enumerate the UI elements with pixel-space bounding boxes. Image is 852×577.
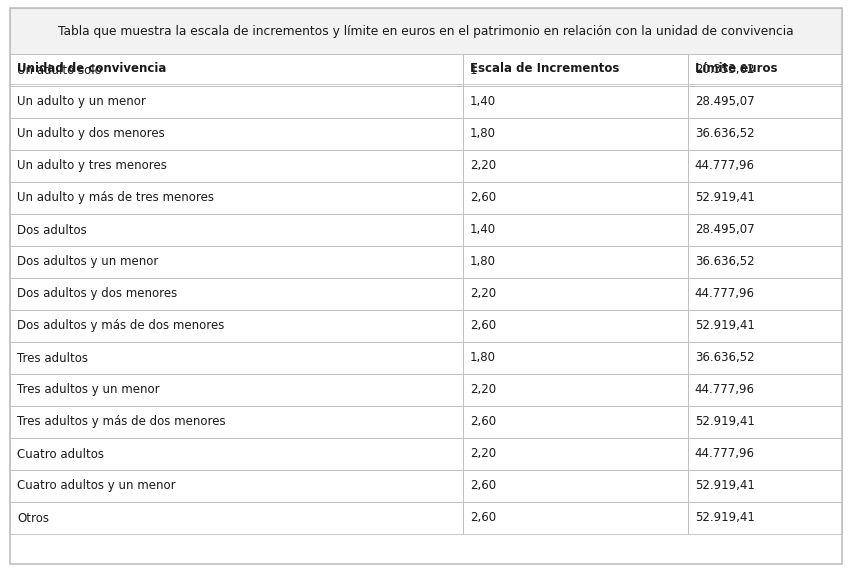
Text: Dos adultos y un menor: Dos adultos y un menor <box>17 256 158 268</box>
Bar <box>10 310 463 342</box>
Bar <box>463 502 688 534</box>
Text: Dos adultos y más de dos menores: Dos adultos y más de dos menores <box>17 320 224 332</box>
Text: 2,60: 2,60 <box>470 415 496 429</box>
Text: 36.636,52: 36.636,52 <box>694 351 754 365</box>
Bar <box>463 278 688 310</box>
Text: Un adulto y más de tres menores: Un adulto y más de tres menores <box>17 192 214 204</box>
Text: Un adulto y dos menores: Un adulto y dos menores <box>17 128 164 141</box>
Bar <box>688 310 842 342</box>
Bar <box>10 406 463 438</box>
Text: 52.919,41: 52.919,41 <box>694 415 755 429</box>
Text: 2,60: 2,60 <box>470 479 496 493</box>
Bar <box>463 182 688 214</box>
Text: 44.777,96: 44.777,96 <box>694 384 755 396</box>
Bar <box>688 342 842 374</box>
Bar <box>10 54 463 84</box>
Text: Un adulto solo: Un adulto solo <box>17 63 101 77</box>
Text: 28.495,07: 28.495,07 <box>694 96 754 108</box>
Text: 28.495,07: 28.495,07 <box>694 223 754 237</box>
Bar <box>688 118 842 150</box>
Bar <box>688 150 842 182</box>
Bar <box>463 470 688 502</box>
Bar <box>463 438 688 470</box>
Bar <box>10 86 463 118</box>
Bar <box>688 406 842 438</box>
Text: 1,40: 1,40 <box>470 96 496 108</box>
Text: Límite euros: Límite euros <box>694 62 777 76</box>
Bar <box>463 246 688 278</box>
Bar <box>463 310 688 342</box>
Text: Unidad de convivencia: Unidad de convivencia <box>17 62 166 76</box>
Text: Escala de Incrementos: Escala de Incrementos <box>470 62 619 76</box>
Text: 44.777,96: 44.777,96 <box>694 287 755 301</box>
Text: Dos adultos: Dos adultos <box>17 223 87 237</box>
Bar <box>10 54 463 86</box>
Bar <box>688 278 842 310</box>
Bar <box>463 118 688 150</box>
Text: Tabla que muestra la escala de incrementos y límite en euros en el patrimonio en: Tabla que muestra la escala de increment… <box>58 24 794 38</box>
Text: 36.636,52: 36.636,52 <box>694 128 754 141</box>
Text: Otros: Otros <box>17 511 49 524</box>
Bar <box>463 214 688 246</box>
Bar <box>463 54 688 84</box>
Bar <box>10 278 463 310</box>
Text: 2,60: 2,60 <box>470 192 496 204</box>
Bar <box>10 438 463 470</box>
Bar <box>688 54 842 84</box>
Text: 2,20: 2,20 <box>470 448 496 460</box>
Text: 1,80: 1,80 <box>470 351 496 365</box>
Text: 2,20: 2,20 <box>470 287 496 301</box>
Text: 1,80: 1,80 <box>470 128 496 141</box>
Bar <box>10 374 463 406</box>
Bar <box>463 86 688 118</box>
Text: Un adulto y un menor: Un adulto y un menor <box>17 96 146 108</box>
Bar <box>688 502 842 534</box>
Bar <box>10 470 463 502</box>
Bar <box>688 438 842 470</box>
Bar <box>10 246 463 278</box>
Text: Cuatro adultos: Cuatro adultos <box>17 448 104 460</box>
Bar <box>10 342 463 374</box>
Text: 52.919,41: 52.919,41 <box>694 192 755 204</box>
Text: 1,80: 1,80 <box>470 256 496 268</box>
Bar <box>10 214 463 246</box>
Text: Tres adultos y un menor: Tres adultos y un menor <box>17 384 159 396</box>
Bar <box>688 214 842 246</box>
Text: 44.777,96: 44.777,96 <box>694 159 755 173</box>
Text: 44.777,96: 44.777,96 <box>694 448 755 460</box>
Text: Un adulto y tres menores: Un adulto y tres menores <box>17 159 167 173</box>
Text: Tres adultos: Tres adultos <box>17 351 88 365</box>
Text: Tres adultos y más de dos menores: Tres adultos y más de dos menores <box>17 415 226 429</box>
Text: 2,60: 2,60 <box>470 320 496 332</box>
Text: 52.919,41: 52.919,41 <box>694 479 755 493</box>
Text: 52.919,41: 52.919,41 <box>694 511 755 524</box>
Bar <box>463 342 688 374</box>
Bar <box>10 502 463 534</box>
Bar <box>10 150 463 182</box>
Bar <box>10 8 842 54</box>
Bar <box>688 246 842 278</box>
Bar <box>688 374 842 406</box>
Bar <box>10 118 463 150</box>
Text: 1,40: 1,40 <box>470 223 496 237</box>
Text: 20.353,62: 20.353,62 <box>694 63 754 77</box>
Bar <box>688 182 842 214</box>
Bar <box>463 150 688 182</box>
Bar <box>463 374 688 406</box>
Bar <box>688 54 842 86</box>
Text: Dos adultos y dos menores: Dos adultos y dos menores <box>17 287 177 301</box>
Text: 2,20: 2,20 <box>470 384 496 396</box>
Text: 36.636,52: 36.636,52 <box>694 256 754 268</box>
Text: Cuatro adultos y un menor: Cuatro adultos y un menor <box>17 479 176 493</box>
Bar <box>463 54 688 86</box>
Text: 1: 1 <box>470 63 478 77</box>
Bar <box>10 182 463 214</box>
Text: 2,20: 2,20 <box>470 159 496 173</box>
Bar <box>688 470 842 502</box>
Bar <box>688 86 842 118</box>
Text: 2,60: 2,60 <box>470 511 496 524</box>
Text: 52.919,41: 52.919,41 <box>694 320 755 332</box>
Bar <box>463 406 688 438</box>
